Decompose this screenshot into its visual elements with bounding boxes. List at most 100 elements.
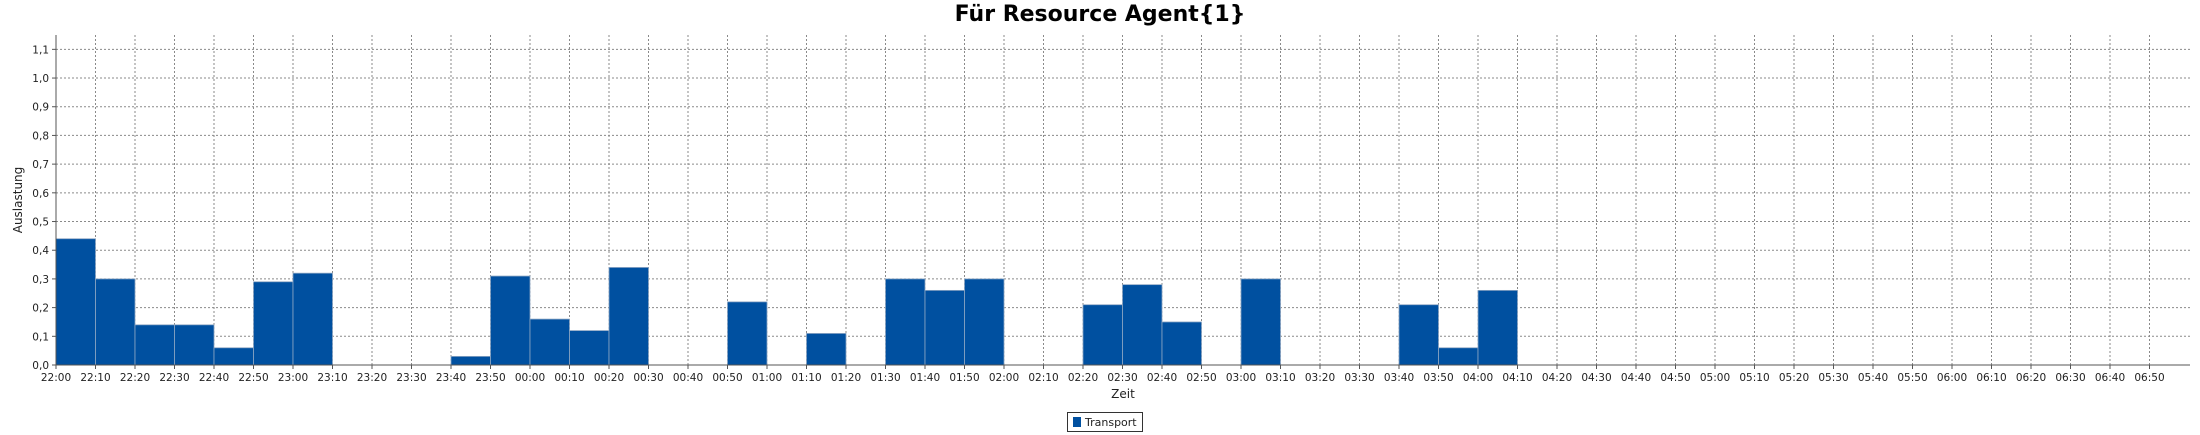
x-tick-label: 05:50 [1897, 372, 1927, 384]
x-tick-label: 23:40 [436, 372, 466, 384]
x-tick-label: 00:00 [515, 372, 545, 384]
x-tick-label: 01:30 [870, 372, 900, 384]
x-tick-label: 03:40 [1384, 372, 1414, 384]
x-tick-label: 02:40 [1147, 372, 1177, 384]
y-tick-label: 0,6 [32, 188, 49, 200]
bar [95, 278, 136, 366]
bar [1477, 289, 1518, 366]
x-tick-label: 23:10 [317, 372, 347, 384]
x-tick-label: 02:20 [1068, 372, 1098, 384]
x-tick-label: 23:00 [278, 372, 308, 384]
x-tick-label: 05:30 [1818, 372, 1848, 384]
x-tick-label: 06:20 [2016, 372, 2046, 384]
x-tick-label: 23:30 [396, 372, 426, 384]
y-tick-label: 0,1 [32, 331, 49, 343]
x-tick-label: 04:50 [1660, 372, 1690, 384]
bar [292, 272, 333, 366]
x-tick-label: 03:10 [1265, 372, 1295, 384]
x-tick-label: 03:20 [1305, 372, 1335, 384]
x-tick-label: 01:40 [910, 372, 940, 384]
bar [964, 278, 1005, 366]
y-tick-label: 0,2 [32, 303, 49, 315]
bar [174, 324, 215, 366]
y-tick-label: 0,3 [32, 274, 49, 286]
x-tick-label: 02:50 [1186, 372, 1216, 384]
bar [529, 318, 570, 366]
x-tick-label: 22:40 [199, 372, 229, 384]
chart-title: Für Resource Agent{1} [954, 2, 1246, 27]
x-tick-label: 05:00 [1700, 372, 1730, 384]
x-tick-label: 05:10 [1739, 372, 1769, 384]
bar [1398, 304, 1439, 366]
y-tick-label: 1,1 [32, 44, 49, 56]
x-tick-label: 06:40 [2095, 372, 2125, 384]
x-tick-label: 03:00 [1226, 372, 1256, 384]
y-axis-title: Auslastung [11, 167, 25, 234]
bar [608, 267, 649, 366]
bar [213, 347, 254, 366]
x-tick-label: 22:50 [238, 372, 268, 384]
x-tick-label: 02:10 [1028, 372, 1058, 384]
bar [1082, 304, 1123, 366]
bar [924, 289, 965, 366]
bar [134, 324, 175, 366]
x-tick-label: 22:30 [159, 372, 189, 384]
y-tick-label: 0,7 [32, 159, 49, 171]
y-tick-labels: 0,0 0,1 0,2 0,3 0,4 0,5 0,6 0,7 0,8 0,9 1,0 1,1 [32, 44, 56, 372]
y-tick-label: 0,4 [32, 245, 49, 257]
bar [1161, 321, 1202, 366]
bar [806, 333, 847, 366]
x-tick-label: 01:20 [831, 372, 861, 384]
y-tick-label: 0,5 [32, 217, 49, 229]
x-tick-label: 22:20 [120, 372, 150, 384]
bar [55, 238, 96, 366]
bar [569, 330, 610, 366]
x-tick-label: 04:20 [1542, 372, 1572, 384]
x-tick-label: 02:30 [1107, 372, 1137, 384]
x-axis-title: Zeit [1111, 387, 1135, 401]
bar-series [55, 238, 1518, 366]
x-tick-label: 00:20 [594, 372, 624, 384]
x-tick-label: 03:30 [1344, 372, 1374, 384]
legend-swatch [1073, 417, 1081, 427]
y-tick-label: 0,0 [32, 360, 49, 372]
bar [727, 301, 768, 366]
x-tick-label: 05:40 [1858, 372, 1888, 384]
bar [1240, 278, 1281, 366]
bar [253, 281, 294, 366]
x-tick-label: 04:30 [1581, 372, 1611, 384]
legend: Transport [1067, 412, 1143, 432]
bar [490, 275, 531, 366]
bar [885, 278, 926, 366]
x-tick-label: 05:20 [1779, 372, 1809, 384]
x-tick-label: 00:50 [712, 372, 742, 384]
x-tick-label: 04:00 [1463, 372, 1493, 384]
x-tick-label: 22:00 [41, 372, 71, 384]
x-tick-label: 01:10 [791, 372, 821, 384]
legend-label: Transport [1085, 415, 1137, 429]
x-tick-label: 04:40 [1621, 372, 1651, 384]
x-tick-label: 22:10 [80, 372, 110, 384]
x-tick-label: 06:00 [1937, 372, 1967, 384]
bar [1122, 284, 1163, 366]
x-tick-label: 06:50 [2134, 372, 2164, 384]
x-tick-label: 06:30 [2055, 372, 2085, 384]
x-tick-labels: 22:00 22:10 22:20 22:30 22:40 22:50 23:00 23:10… [41, 365, 2165, 384]
x-tick-label: 00:40 [673, 372, 703, 384]
x-tick-label: 01:00 [752, 372, 782, 384]
bar [1438, 347, 1479, 366]
bar [450, 355, 491, 366]
x-tick-label: 23:50 [475, 372, 505, 384]
x-tick-label: 06:10 [1976, 372, 2006, 384]
grid-lines [56, 35, 2190, 365]
x-tick-label: 00:30 [633, 372, 663, 384]
y-tick-label: 0,8 [32, 130, 49, 142]
x-tick-label: 00:10 [554, 372, 584, 384]
x-tick-label: 02:00 [989, 372, 1019, 384]
x-tick-label: 04:10 [1502, 372, 1532, 384]
x-tick-label: 01:50 [949, 372, 979, 384]
y-tick-label: 0,9 [32, 102, 49, 114]
x-tick-label: 23:20 [357, 372, 387, 384]
x-tick-label: 03:50 [1423, 372, 1453, 384]
